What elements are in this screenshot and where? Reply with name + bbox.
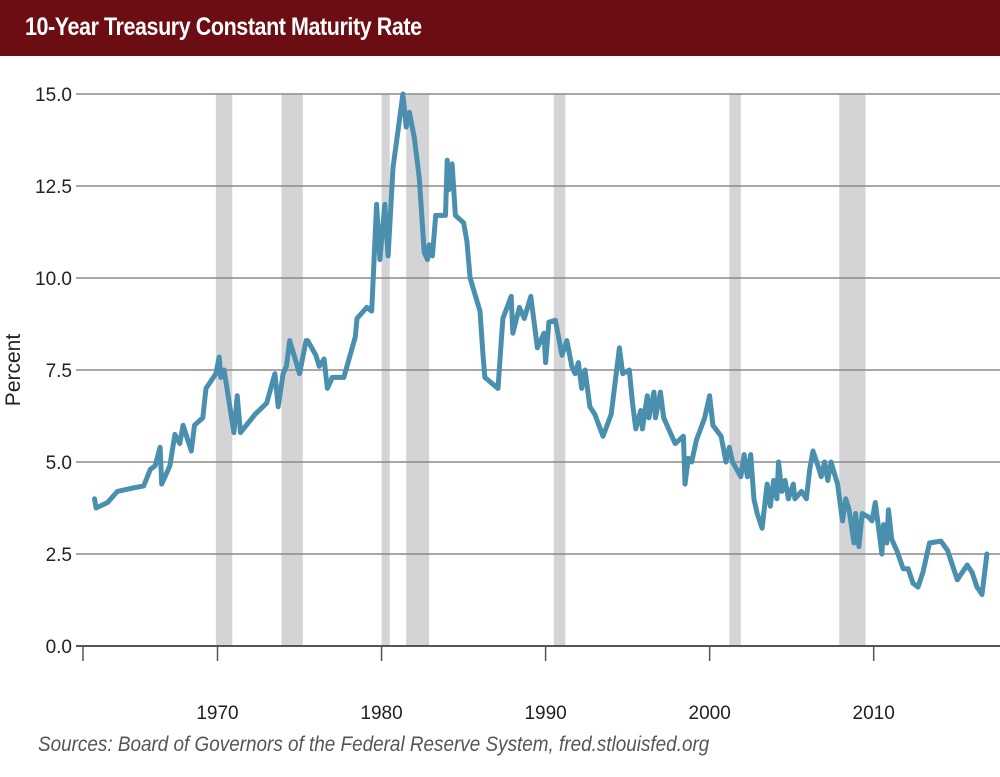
- y-tick-label: 10.0: [35, 269, 72, 290]
- x-tick-label: 2000: [689, 703, 731, 724]
- chart-title: 10-Year Treasury Constant Maturity Rate: [25, 13, 422, 41]
- y-tick-label: 2.5: [46, 545, 72, 566]
- series-line: [92, 91, 990, 597]
- y-tick-label: 15.0: [35, 85, 72, 106]
- x-tick-label: 1970: [196, 703, 238, 724]
- y-tick-label: 12.5: [35, 177, 72, 198]
- title-bar: 10-Year Treasury Constant Maturity Rate: [0, 0, 1000, 56]
- x-tick-label: 2010: [853, 703, 895, 724]
- y-tick-label: 5.0: [46, 453, 72, 474]
- gridlines: [76, 93, 1000, 647]
- y-axis: 0.0 2.5 5.0 7.5 10.0 12.5 15.0: [35, 85, 72, 658]
- x-tick-label: 1980: [360, 703, 402, 724]
- y-tick-label: 0.0: [46, 637, 72, 658]
- y-axis-label: Percent: [2, 334, 25, 407]
- y-tick-label: 7.5: [46, 361, 72, 382]
- source-note: Sources: Board of Governors of the Feder…: [38, 733, 710, 756]
- x-tick-label: 1990: [524, 703, 566, 724]
- x-axis: 1970 1980 1990 2000 2010: [82, 646, 895, 724]
